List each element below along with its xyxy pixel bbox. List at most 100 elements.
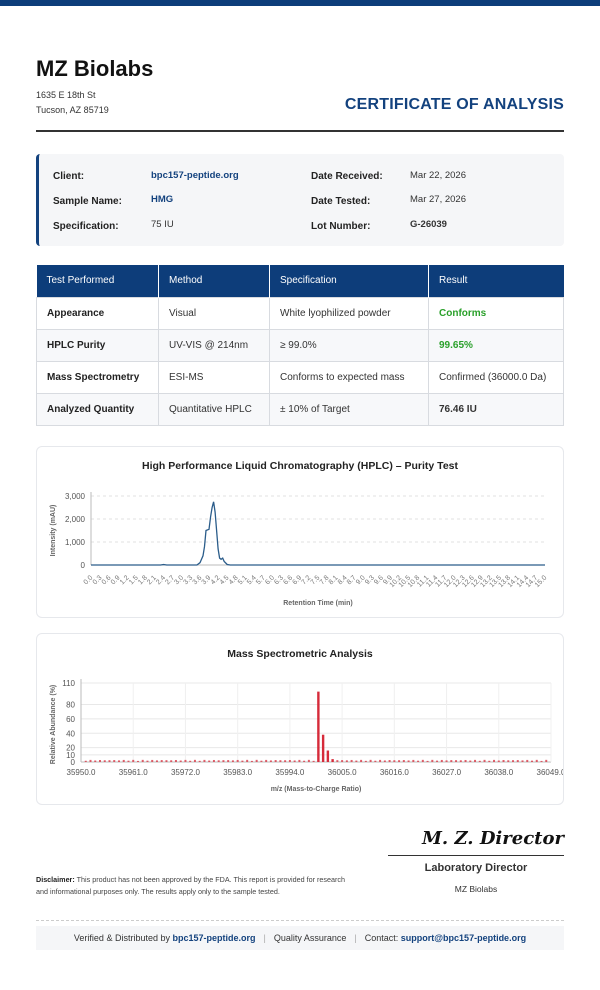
ms-noise-bar	[440, 759, 443, 762]
ms-noise-bar	[474, 759, 477, 762]
ms-noise-bar	[398, 760, 401, 762]
ms-noise-bar	[151, 759, 154, 762]
ms-x-tick-label: 35994.0	[275, 768, 304, 777]
ms-noise-bar	[364, 760, 367, 762]
footer-contact: Contact:	[364, 933, 399, 943]
results-table: Test Performed Method Specification Resu…	[36, 265, 564, 426]
test-result: 76.46 IU	[428, 392, 564, 426]
hplc-x-tick-label: 8.4	[337, 574, 349, 586]
ms-noise-bar	[255, 759, 258, 762]
lot-label: Lot Number:	[311, 221, 371, 232]
hplc-chart-title: High Performance Liquid Chromatography (…	[141, 460, 458, 472]
hplc-x-tick-label: 9.6	[373, 574, 385, 586]
ms-y-tick-label: 20	[66, 744, 75, 753]
ms-noise-bar	[469, 760, 472, 762]
hplc-x-tick-label: 9.0	[355, 574, 367, 586]
hplc-x-tick-label: 3.9	[201, 574, 213, 586]
ms-noise-bar	[402, 760, 405, 762]
footer-bar: Verified & Distributed by bpc157-peptide…	[36, 926, 564, 950]
hplc-x-tick-label: 1.5	[128, 574, 140, 586]
ms-noise-bar	[360, 759, 363, 762]
ms-chart-title: Mass Spectrometric Analysis	[227, 648, 373, 660]
ms-x-tick-label: 35961.0	[119, 768, 148, 777]
hplc-x-tick-label: 9.3	[364, 574, 376, 586]
test-method: Visual	[158, 296, 270, 330]
test-spec: ± 10% of Target	[269, 392, 429, 426]
ms-x-tick-label: 36016.0	[380, 768, 409, 777]
address-line-2: Tucson, AZ 85719	[36, 105, 109, 115]
ms-noise-bar	[355, 760, 358, 762]
ms-noise-bar	[146, 760, 149, 762]
ms-x-tick-label: 35972.0	[171, 768, 200, 777]
hplc-x-tick-label: 0.3	[92, 574, 104, 586]
table-row: Mass Spectrometry ESI-MS Conforms to exp…	[36, 360, 564, 394]
hplc-x-tick-label: 7.2	[301, 574, 313, 586]
ms-x-axis-label: m/z (Mass-to-Charge Ratio)	[271, 786, 362, 793]
disclaimer-text: This product has not been approved by th…	[36, 875, 345, 896]
hplc-x-tick-label: 1.2	[119, 574, 131, 586]
ms-noise-bar	[450, 760, 453, 762]
ms-noise-bar	[531, 760, 534, 762]
ms-noise-bar	[269, 760, 272, 762]
company-name: MZ Biolabs	[36, 56, 154, 81]
ms-noise-bar	[127, 760, 130, 762]
ms-chart-card: Mass Spectrometric Analysis 0 10 20 40 60 80 1…	[36, 633, 564, 805]
ms-noise-bar	[212, 759, 215, 762]
footer-verified: Verified & Distributed by	[73, 933, 170, 943]
ms-noise-bar	[217, 760, 220, 762]
hplc-x-tick-label: 6.6	[282, 574, 294, 586]
footer-qa: Quality Assurance	[273, 933, 347, 943]
test-method: UV-VIS @ 214nm	[158, 328, 270, 362]
ms-noise-bar	[274, 760, 277, 762]
header-divider	[36, 130, 564, 132]
sample-info-panel: Client: bpc157-peptide.org Sample Name: …	[36, 154, 564, 246]
lot-value: G-26039	[410, 219, 447, 230]
ms-x-tick-label: 35983.0	[223, 768, 252, 777]
ms-noise-bar	[250, 760, 253, 762]
ms-noise-bar	[165, 760, 168, 762]
footer-site-link[interactable]: bpc157-peptide.org	[172, 933, 256, 943]
table-row: Analyzed Quantity Quantitative HPLC ± 10…	[36, 392, 564, 426]
ms-noise-bar	[431, 759, 434, 762]
ms-noise-bar	[350, 759, 353, 762]
ms-noise-bar	[535, 759, 538, 762]
hplc-x-tick-label: 3.3	[182, 574, 194, 586]
ms-noise-bar	[174, 759, 177, 762]
ms-x-tick-label: 36038.0	[484, 768, 513, 777]
hplc-x-axis-label: Retention Time (min)	[283, 600, 352, 607]
hplc-y-tick-label: 2,000	[65, 515, 86, 524]
ms-peak-bar	[331, 759, 334, 762]
ms-noise-bar	[516, 760, 519, 762]
test-name: Mass Spectrometry	[36, 360, 159, 394]
ms-noise-bar	[288, 760, 291, 762]
ms-noise-bar	[507, 760, 510, 762]
footer-email-link[interactable]: support@bpc157-peptide.org	[400, 933, 527, 943]
address-line-1: 1635 E 18th St	[36, 90, 96, 100]
ms-noise-bar	[117, 760, 120, 762]
ms-noise-bar	[464, 759, 467, 762]
hplc-x-tick-label: 2.7	[164, 574, 176, 586]
table-header-row: Test Performed Method Specification Resu…	[36, 265, 564, 297]
tested-value: Mar 27, 2026	[410, 194, 466, 205]
sample-value: HMG	[151, 194, 174, 205]
hplc-x-tick-label: 1.8	[137, 574, 149, 586]
footer-separator: |	[354, 933, 357, 943]
top-accent-bar	[0, 0, 600, 6]
ms-noise-bar	[198, 760, 201, 762]
footer-divider	[36, 920, 564, 921]
ms-noise-bar	[193, 759, 196, 762]
client-link[interactable]: bpc157-peptide.org	[151, 170, 239, 181]
ms-noise-bar	[383, 760, 386, 762]
tested-label: Date Tested:	[311, 196, 371, 207]
hplc-y-tick-label: 0	[81, 561, 86, 570]
test-name: HPLC Purity	[36, 328, 159, 362]
header-method: Method	[158, 265, 270, 297]
test-result: Conforms	[428, 296, 564, 330]
ms-noise-bar	[407, 760, 410, 762]
ms-noise-bar	[227, 760, 230, 762]
ms-x-tick-label: 35950.0	[67, 768, 96, 777]
sample-label: Sample Name:	[53, 196, 122, 207]
ms-noise-bar	[393, 760, 396, 762]
ms-noise-bar	[84, 760, 87, 762]
ms-peak-bar	[326, 750, 330, 762]
